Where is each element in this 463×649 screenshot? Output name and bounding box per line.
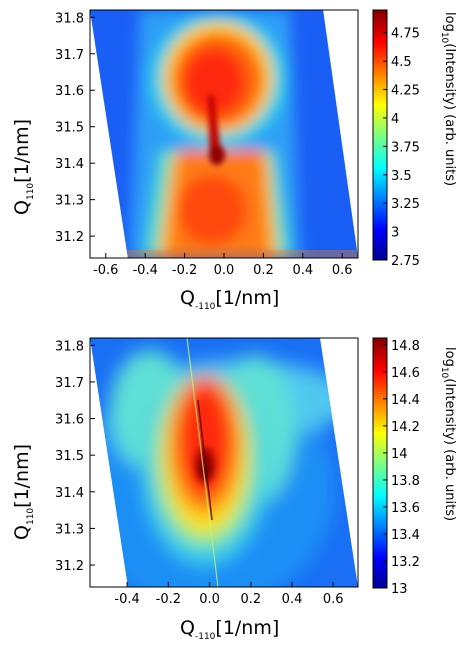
colorbar-tick-label: 13.8	[391, 474, 420, 489]
streak-line-dark-2	[197, 399, 213, 521]
x-tick-label: 0.2	[253, 263, 274, 278]
x-axis-label-1-unit: [1/nm]	[215, 287, 279, 309]
axes-1: -0.6 -0.4 -0.2 0.0 0.2 0.4 0.6 31.2 31.3 31.4 31.5…	[55, 11, 353, 278]
y-tick-label: 31.5	[55, 449, 84, 464]
colorbar-tick-label: 13.2	[391, 555, 420, 570]
colorbar-tick-label: 4.25	[391, 84, 420, 99]
colorbar-label-2-sub: 10	[439, 367, 449, 379]
x-tick-label: 0.4	[282, 592, 303, 607]
colorbar-label-1: log10(Intensity) (arb. units)	[439, 12, 457, 186]
x-axis-label-1-main: Q	[180, 287, 195, 309]
x-axis-label-2-unit: [1/nm]	[215, 617, 279, 639]
colorbar-label-1-sub: 10	[439, 32, 449, 44]
x-tick-label: -0.6	[93, 263, 118, 278]
y-tick-label: 31.8	[55, 339, 84, 354]
y-axis-label-2-main: Q	[11, 525, 33, 540]
colorbar-tick-label: 14.4	[391, 393, 420, 408]
x-axis-label-2-main: Q	[180, 617, 195, 639]
x-tick-label: -0.2	[156, 592, 181, 607]
x-tick-label: 0.6	[323, 592, 344, 607]
y-tick-label: 31.6	[55, 413, 84, 428]
x-axis-label-1-sub: -110	[195, 302, 216, 312]
y-tick-label: 31.3	[55, 522, 84, 537]
x-axis-label-1: Q-110[1/nm]	[180, 287, 279, 312]
colorbar-tick-label: 3.5	[391, 169, 412, 184]
y-axis-label-1-sub: 110	[26, 183, 36, 200]
colorbar-1	[372, 9, 388, 261]
x-tick-label: -0.4	[114, 592, 139, 607]
y-axis-label-1: Q110[1/nm]	[11, 119, 36, 215]
axes-2: -0.4 -0.2 0.0 0.2 0.4 0.6 31.2 31.3 31.4 31.5 31.6…	[55, 339, 344, 607]
y-axis-label-1-unit: [1/nm]	[11, 119, 33, 183]
panel-1: -0.6 -0.4 -0.2 0.0 0.2 0.4 0.6 31.2 31.3 31.4 31.5…	[11, 9, 457, 312]
colorbar-tick-label: 3.25	[391, 197, 420, 212]
colorbar-ticks-1: 2.75 3 3.25 3.5 3.75 4 4.25 4.5 4.75	[383, 27, 420, 269]
y-axis-label-2: Q110[1/nm]	[11, 444, 36, 540]
colorbar-tick-label: 14.2	[391, 420, 420, 435]
x-axis-label-2-sub: -110	[195, 632, 216, 642]
x-tick-label: 0.0	[214, 263, 235, 278]
colorbar-tick-label: 2.75	[391, 254, 420, 269]
colorbar-tick-label: 4.75	[391, 27, 420, 42]
plot-frame-2	[89, 337, 359, 588]
colorbar-label-2-post: (Intensity) (arb. units)	[442, 378, 457, 521]
y-tick-label: 31.7	[55, 48, 84, 63]
colorbar-label-2: log10(Intensity) (arb. units)	[439, 347, 457, 521]
colorbar-label-1-post: (Intensity) (arb. units)	[442, 43, 457, 186]
y-axis-label-2-sub: 110	[26, 508, 36, 525]
y-axis-label-1-main: Q	[11, 200, 33, 215]
x-tick-label: 0.4	[292, 263, 313, 278]
heatmap-2	[90, 338, 358, 587]
colorbar-tick-label: 4	[391, 112, 399, 127]
x-tick-label: 0.0	[199, 592, 220, 607]
colorbar-ticks-2: 13 13.2 13.4 13.6 13.8 14 14.2 14.4 14.6 14.8	[383, 339, 420, 597]
x-tick-label: -0.4	[132, 263, 157, 278]
x-axis-label-2: Q-110[1/nm]	[180, 617, 279, 642]
panel-2: -0.4 -0.2 0.0 0.2 0.4 0.6 31.2 31.3 31.4 31.5 31.6…	[11, 337, 457, 642]
y-tick-label: 31.4	[55, 157, 84, 172]
colorbar-tick-label: 13	[391, 582, 408, 597]
colorbar-tick-label: 14	[391, 447, 408, 462]
y-axis-label-2-unit: [1/nm]	[11, 444, 33, 508]
y-tick-label: 31.8	[55, 11, 84, 26]
colorbar-tick-label: 13.6	[391, 501, 420, 516]
x-tick-label: -0.2	[172, 263, 197, 278]
colorbar-tick-label: 14.8	[391, 339, 420, 354]
streak-line-2	[186, 338, 219, 587]
colorbar-label-2-pre: log	[442, 347, 457, 367]
y-tick-label: 31.7	[55, 376, 84, 391]
colorbar-2	[372, 337, 388, 589]
colorbar-tick-label: 14.6	[391, 366, 420, 381]
y-tick-label: 31.2	[55, 559, 84, 574]
x-tick-label: 0.2	[240, 592, 261, 607]
x-tick-label: 0.6	[332, 263, 353, 278]
y-tick-label: 31.6	[55, 84, 84, 99]
y-tick-label: 31.4	[55, 486, 84, 501]
y-tick-label: 31.5	[55, 121, 84, 136]
y-tick-label: 31.2	[55, 230, 84, 245]
colorbar-label-1-pre: log	[442, 12, 457, 32]
y-tick-label: 31.3	[55, 194, 84, 209]
colorbar-tick-label: 13.4	[391, 528, 420, 543]
colorbar-tick-label: 4.5	[391, 55, 412, 70]
heatmap-1	[90, 10, 358, 258]
colorbar-tick-label: 3	[391, 226, 399, 241]
colorbar-tick-label: 3.75	[391, 140, 420, 155]
